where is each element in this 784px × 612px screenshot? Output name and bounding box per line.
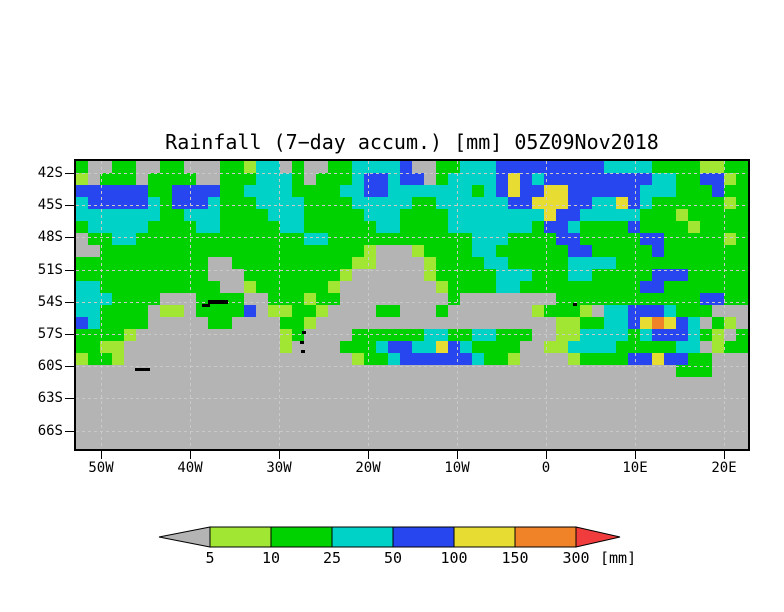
y-axis-tick <box>65 205 74 206</box>
colorbar-boundary-label: 10 <box>261 549 281 567</box>
y-axis-tick <box>65 334 74 335</box>
y-tick-label: 66S <box>37 423 63 439</box>
colorbar-boundary-label: 25 <box>322 549 342 567</box>
x-axis-tick <box>546 451 547 459</box>
colorbar-boundary-label: 5 <box>205 549 215 567</box>
x-axis-tick <box>368 451 369 459</box>
colorbar-segment <box>209 526 272 548</box>
x-axis-tick <box>457 451 458 459</box>
x-axis-tick <box>190 451 191 459</box>
y-axis-tick <box>65 173 74 174</box>
y-tick-label: 54S <box>37 294 63 310</box>
x-tick-label: 10E <box>622 460 648 476</box>
x-axis-tick <box>724 451 725 459</box>
y-axis-tick <box>65 366 74 367</box>
colorbar-under-arrow <box>158 526 211 548</box>
colorbar-segment <box>514 526 577 548</box>
y-axis-tick <box>65 302 74 303</box>
colorbar-segment <box>453 526 516 548</box>
x-tick-label: 30W <box>266 460 292 476</box>
colorbar-segment <box>392 526 455 548</box>
colorbar-boundary-label: 100 <box>440 549 468 567</box>
rainfall-map-canvas <box>76 161 748 449</box>
y-axis-tick <box>65 431 74 432</box>
y-axis-tick <box>65 237 74 238</box>
map-frame <box>74 159 750 451</box>
y-axis-tick <box>65 270 74 271</box>
colorbar <box>158 526 621 548</box>
x-tick-label: 40W <box>177 460 203 476</box>
colorbar-segment <box>270 526 333 548</box>
y-tick-label: 51S <box>37 262 63 278</box>
y-tick-label: 63S <box>37 390 63 406</box>
y-tick-label: 42S <box>37 165 63 181</box>
x-tick-label: 20W <box>355 460 381 476</box>
colorbar-boundary-label: 300 <box>562 549 590 567</box>
x-axis-tick <box>101 451 102 459</box>
chart-title: Rainfall (7−day accum.) [mm] 05Z09Nov201… <box>165 130 659 154</box>
colorbar-boundary-label: 150 <box>501 549 529 567</box>
y-tick-label: 45S <box>37 197 63 213</box>
colorbar-segment <box>331 526 394 548</box>
y-tick-label: 48S <box>37 229 63 245</box>
colorbar-over-arrow <box>575 526 621 548</box>
x-axis-tick <box>635 451 636 459</box>
y-tick-label: 60S <box>37 358 63 374</box>
x-tick-label: 10W <box>444 460 470 476</box>
x-tick-label: 20E <box>711 460 737 476</box>
x-tick-label: 0 <box>541 460 551 476</box>
x-tick-label: 50W <box>88 460 114 476</box>
x-axis-tick <box>279 451 280 459</box>
y-axis-tick <box>65 398 74 399</box>
colorbar-units-label: [mm] <box>600 549 637 567</box>
colorbar-boundary-label: 50 <box>383 549 403 567</box>
y-tick-label: 57S <box>37 326 63 342</box>
